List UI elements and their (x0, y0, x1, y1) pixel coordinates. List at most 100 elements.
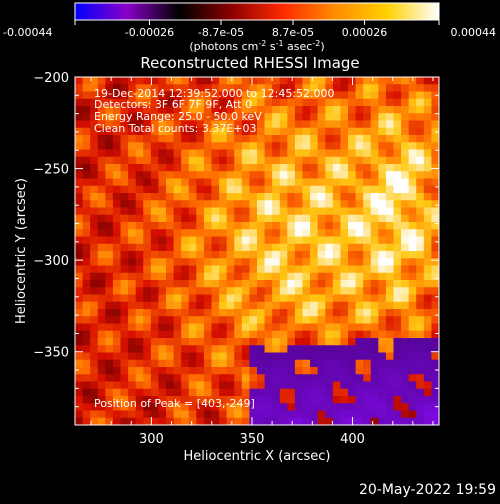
heatmap-pixel (203, 272, 213, 281)
heatmap-pixel (120, 258, 129, 267)
heatmap-pixel (279, 113, 288, 122)
heatmap-pixel (226, 113, 235, 122)
heatmap-pixel (173, 403, 182, 412)
heatmap-pixel (408, 294, 417, 303)
heatmap-pixel (211, 374, 220, 383)
heatmap-pixel (378, 236, 387, 245)
heatmap-pixel (173, 207, 182, 216)
heatmap-pixel (348, 359, 357, 368)
heatmap-pixel (370, 367, 379, 375)
heatmap-pixel (226, 251, 235, 259)
heatmap-pixel (150, 265, 160, 274)
heatmap-pixel (211, 410, 220, 419)
heatmap-pixel (363, 330, 372, 339)
heatmap-pixel (188, 403, 197, 412)
heatmap-pixel (370, 345, 379, 354)
heatmap-pixel (279, 164, 288, 172)
heatmap-pixel (173, 381, 182, 390)
heatmap-pixel (166, 120, 175, 129)
heatmap-pixel (226, 178, 235, 187)
heatmap-pixel (181, 251, 190, 259)
heatmap-pixel (370, 396, 379, 404)
heatmap-pixel (310, 113, 319, 122)
heatmap-pixel (340, 135, 349, 143)
heatmap-pixel (241, 178, 251, 187)
heatmap-pixel (173, 142, 182, 151)
heatmap-pixel (188, 381, 197, 390)
heatmap-pixel (211, 77, 220, 85)
heatmap-pixel (416, 243, 425, 252)
heatmap-pixel (166, 338, 175, 346)
heatmap-pixel (348, 156, 357, 165)
heatmap-pixel (340, 388, 349, 397)
heatmap-pixel (150, 207, 160, 216)
heatmap-pixel (340, 156, 349, 165)
heatmap-pixel (249, 396, 258, 404)
heatmap-pixel (128, 374, 137, 383)
heatmap-pixel (90, 396, 99, 404)
heatmap-pixel (158, 396, 167, 404)
heatmap-pixel (226, 120, 235, 129)
heatmap-pixel (112, 381, 122, 390)
heatmap-pixel (416, 381, 425, 390)
heatmap-pixel (75, 316, 84, 325)
heatmap-pixel (203, 403, 213, 412)
heatmap-pixel (340, 91, 349, 100)
heatmap-pixel (355, 243, 364, 252)
heatmap-pixel (120, 200, 129, 209)
heatmap-pixel (158, 272, 167, 281)
heatmap-pixel (431, 185, 439, 194)
heatmap-pixel (219, 323, 228, 332)
heatmap-pixel (264, 367, 273, 375)
heatmap-pixel (234, 214, 243, 223)
heatmap-pixel (416, 164, 425, 172)
heatmap-pixel (294, 330, 304, 339)
heatmap-pixel (279, 178, 288, 187)
heatmap-pixel (325, 149, 334, 158)
heatmap-pixel (112, 106, 122, 114)
heatmap-pixel (355, 367, 364, 375)
heatmap-pixel (340, 396, 349, 404)
heatmap-pixel (378, 214, 387, 223)
heatmap-pixel (188, 323, 197, 332)
heatmap-pixel (257, 410, 266, 419)
heatmap-pixel (143, 345, 152, 354)
heatmap-pixel (408, 229, 417, 238)
heatmap-pixel (416, 106, 425, 114)
heatmap-pixel (401, 359, 410, 368)
heatmap-pixel (158, 352, 167, 361)
heatmap-pixel (158, 193, 167, 201)
heatmap-pixel (90, 309, 99, 317)
heatmap-pixel (112, 222, 122, 230)
heatmap-pixel (325, 316, 334, 325)
heatmap-pixel (105, 381, 114, 390)
heatmap-pixel (249, 113, 258, 122)
heatmap-pixel (325, 352, 334, 361)
heatmap-pixel (196, 193, 205, 201)
heatmap-pixel (332, 171, 342, 180)
heatmap-pixel (181, 396, 190, 404)
heatmap-pixel (211, 272, 220, 281)
heatmap-pixel (340, 171, 349, 180)
heatmap-pixel (302, 106, 311, 114)
heatmap-pixel (340, 374, 349, 383)
heatmap-pixel (90, 193, 99, 201)
heatmap-pixel (401, 214, 410, 223)
heatmap-pixel (370, 98, 379, 107)
heatmap-pixel (294, 98, 304, 107)
heatmap-pixel (325, 156, 334, 165)
heatmap-pixel (355, 164, 364, 172)
heatmap-pixel (188, 396, 197, 404)
heatmap-pixel (363, 417, 372, 425)
heatmap-pixel (196, 272, 205, 281)
heatmap-pixel (257, 127, 266, 136)
heatmap-pixel (219, 309, 228, 317)
heatmap-pixel (241, 345, 251, 354)
heatmap-pixel (393, 316, 402, 325)
heatmap-pixel (97, 280, 106, 288)
heatmap-pixel (332, 330, 342, 339)
heatmap-pixel (317, 417, 326, 425)
heatmap-pixel (249, 236, 258, 245)
heatmap-pixel (75, 106, 84, 114)
heatmap-pixel (75, 381, 84, 390)
